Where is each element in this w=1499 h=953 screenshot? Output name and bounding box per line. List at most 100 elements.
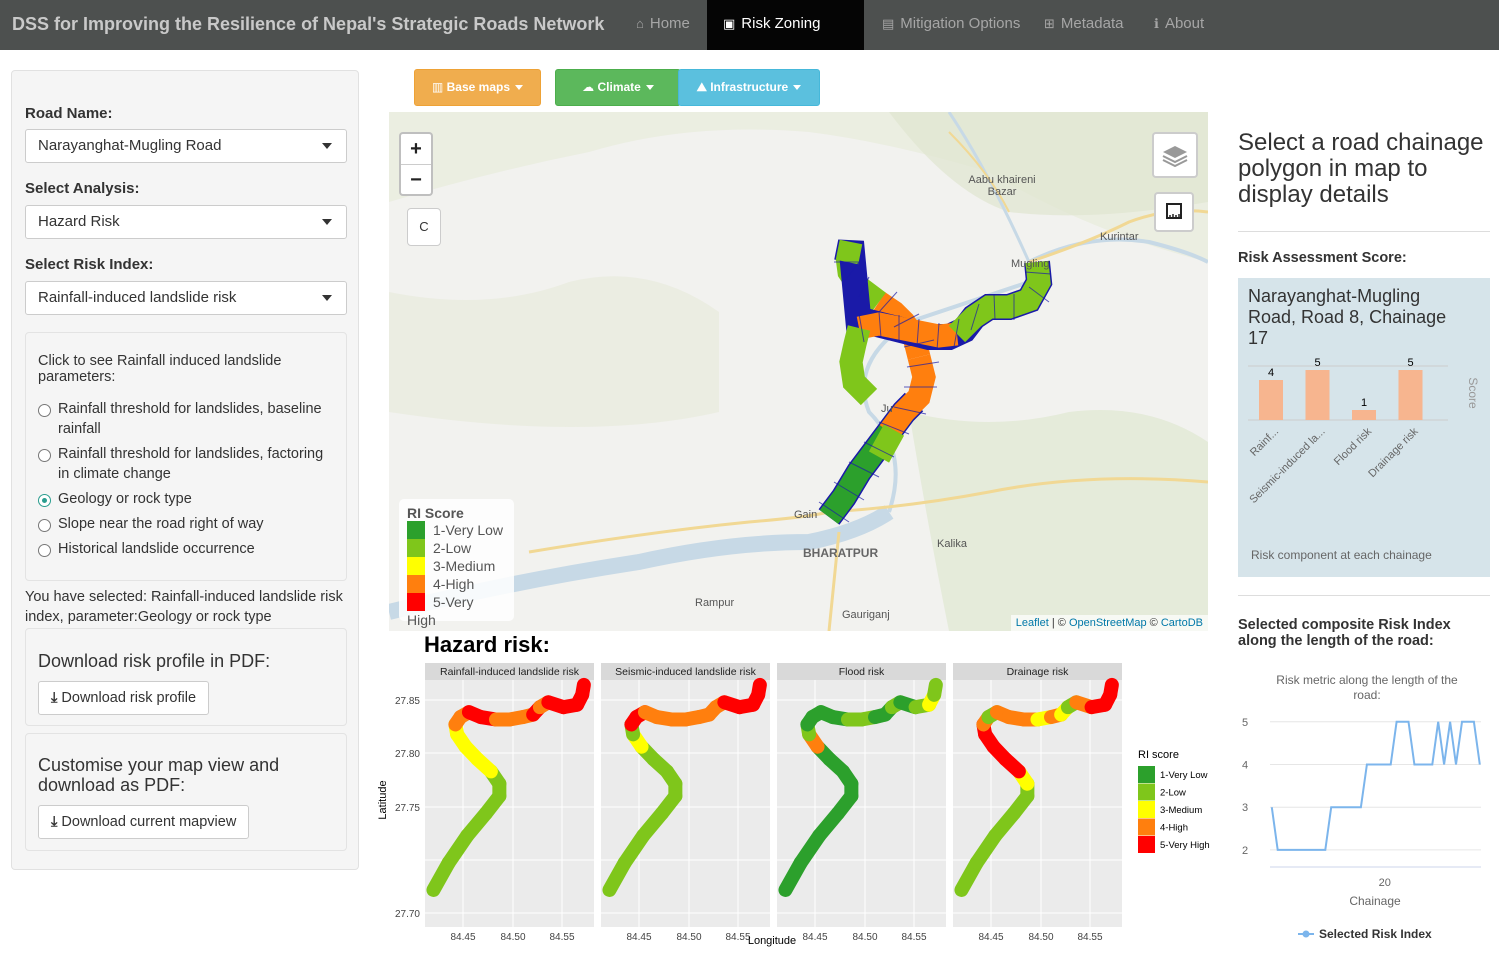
- bar-value-label: 5: [1407, 357, 1413, 369]
- map-place-label: Gauriganj: [842, 609, 890, 621]
- facet-y-tick: 27.75: [395, 803, 420, 814]
- panel-footer: Risk component at each chainage: [1251, 548, 1432, 562]
- road-name-label: Road Name:: [25, 105, 113, 122]
- nav-risk-zoning-map[interactable]: ▣Risk Zoning Map: [707, 0, 864, 80]
- road-name-select[interactable]: Narayanghat-Mugling Road: [25, 129, 347, 163]
- bar-value-label: 1: [1361, 397, 1367, 409]
- divider: [1238, 595, 1490, 596]
- attrib-sep: | ©: [1048, 617, 1069, 629]
- facet-x-tick: 84.50: [852, 932, 877, 943]
- line-chart-title-2: road:: [1353, 688, 1380, 702]
- radio-checked-icon[interactable]: [38, 494, 51, 507]
- leaflet-link[interactable]: Leaflet: [1015, 617, 1049, 629]
- radio-climate-change[interactable]: Rainfall threshold for landslides, facto…: [38, 444, 338, 484]
- facet-title: Drainage risk: [1007, 666, 1070, 678]
- base-maps-dropdown[interactable]: ▥ Base maps: [414, 69, 541, 106]
- navbar: DSS for Improving the Resilience of Nepa…: [0, 0, 1499, 80]
- line-chart-title-1: Risk metric along the length of the: [1276, 673, 1458, 687]
- analysis-label: Select Analysis:: [25, 180, 140, 197]
- facet-x-tick: 84.45: [978, 932, 1003, 943]
- download-icon: ⤓: [51, 690, 58, 706]
- download-profile-label: Download risk profile: [61, 690, 197, 706]
- home-icon: ⌂: [636, 16, 644, 31]
- base-maps-label: Base maps: [446, 80, 511, 94]
- radio-slope[interactable]: Slope near the road right of way: [38, 514, 338, 534]
- map-place-label: Gain: [794, 509, 818, 521]
- cartodb-link[interactable]: CartoDB: [1160, 617, 1203, 629]
- facet-legend-title: RI score: [1138, 749, 1179, 761]
- legend-marker[interactable]: [1302, 930, 1310, 938]
- facet-legend-label: 2-Low: [1160, 788, 1186, 799]
- facet-legend-label: 5-Very High: [1160, 840, 1210, 851]
- facet-x-tick: 84.55: [901, 932, 926, 943]
- nav-home[interactable]: ⌂ Home: [620, 0, 706, 50]
- app-title[interactable]: DSS for Improving the Resilience of Nepa…: [12, 14, 605, 34]
- map-place-label: Aabu khaireni Bazar: [968, 174, 1036, 198]
- bar[interactable]: [1398, 370, 1423, 420]
- sidebar-panel: Road Name: Narayanghat-Mugling Road Sele…: [11, 70, 359, 870]
- osm-link[interactable]: OpenStreetMap: [1068, 617, 1147, 629]
- legend-item: 2-Low: [407, 539, 506, 557]
- parameter-well: Click to see Rainfall induced landslide …: [25, 332, 347, 581]
- line-series[interactable]: [1270, 720, 1481, 851]
- nav-home-label: Home: [649, 15, 690, 32]
- legend-swatch: [407, 521, 425, 539]
- picture-icon: ▣: [723, 16, 736, 31]
- layers-icon: [1162, 146, 1188, 168]
- line-y-tick: 5: [1242, 717, 1248, 729]
- nav-about[interactable]: ℹ About: [1138, 0, 1220, 50]
- infrastructure-dropdown[interactable]: ⛰ Infrastructure: [678, 69, 820, 106]
- nav-metadata[interactable]: ⊞ Metadata: [1028, 0, 1139, 50]
- facet-strip: [777, 663, 946, 680]
- radio-baseline-rainfall[interactable]: Rainfall threshold for landslides, basel…: [38, 399, 338, 439]
- radio-intro: Click to see Rainfall induced landslide …: [38, 353, 282, 385]
- caret-down-icon: [322, 295, 332, 301]
- facet-legend-swatch: [1138, 766, 1155, 783]
- download-mapview-button[interactable]: ⤓ Download current mapview: [38, 805, 250, 839]
- bar[interactable]: [1305, 370, 1330, 420]
- radio-icon[interactable]: [38, 519, 51, 532]
- risk-index-select[interactable]: Rainfall-induced landslide risk: [25, 281, 347, 315]
- legend-label: 1-Very Low: [433, 522, 504, 538]
- layers-control[interactable]: [1152, 132, 1198, 178]
- c-button[interactable]: C: [407, 208, 441, 246]
- radio-label: Rainfall threshold for landslides, basel…: [58, 401, 322, 437]
- download-icon: ⤓: [51, 814, 58, 830]
- facet-x-tick: 84.55: [1077, 932, 1102, 943]
- bar[interactable]: [1259, 380, 1283, 420]
- line-legend-label[interactable]: Selected Risk Index: [1319, 927, 1432, 941]
- ruler-icon: [1166, 203, 1182, 219]
- bar[interactable]: [1352, 410, 1376, 420]
- download-profile-button[interactable]: ⤓ Download risk profile: [38, 681, 210, 715]
- legend-swatch: [407, 539, 425, 557]
- measure-control[interactable]: [1154, 192, 1194, 232]
- zoom-out-button[interactable]: −: [401, 164, 431, 194]
- divider: [1238, 231, 1490, 232]
- select-chainage-heading: Select a road chainage polygon in map to…: [1238, 129, 1484, 208]
- facet-x-tick: 84.45: [626, 932, 651, 943]
- map-icon: ▥: [431, 80, 447, 94]
- risk-map[interactable]: Aabu khaireni Bazar Kurintar Mugling Ju …: [389, 112, 1208, 631]
- facet-x-tick: 84.50: [1028, 932, 1053, 943]
- radio-icon[interactable]: [38, 404, 51, 417]
- radio-historical[interactable]: Historical landslide occurrence: [38, 539, 338, 559]
- zoom-in-button[interactable]: +: [410, 138, 422, 160]
- legend-swatch: [407, 557, 425, 575]
- map-place-label: Mugling: [1011, 258, 1050, 270]
- radio-geology[interactable]: Geology or rock type: [38, 489, 338, 509]
- radio-icon[interactable]: [38, 544, 51, 557]
- legend-item: 4-High: [407, 575, 506, 593]
- facet-legend-label: 3-Medium: [1160, 805, 1202, 816]
- risk-score-panel: Narayanghat-Mugling Road, Road 8, Chaina…: [1238, 278, 1490, 577]
- facet-strip: [425, 663, 594, 680]
- analysis-select[interactable]: Hazard Risk: [25, 205, 347, 239]
- attrib-sep: ©: [1146, 617, 1161, 629]
- table-icon: ⊞: [1044, 16, 1055, 31]
- risk-line-chart: Risk metric along the length of theroad:…: [1242, 673, 1481, 941]
- facet-y-tick: 27.85: [395, 696, 420, 707]
- line-y-tick: 4: [1242, 760, 1248, 772]
- facet-title: Rainfall-induced landslide risk: [440, 666, 580, 678]
- climate-dropdown[interactable]: ☁ Climate: [555, 69, 681, 106]
- nav-mitigation-options[interactable]: ▤ Mitigation Options: [866, 0, 1036, 50]
- radio-icon[interactable]: [38, 449, 51, 462]
